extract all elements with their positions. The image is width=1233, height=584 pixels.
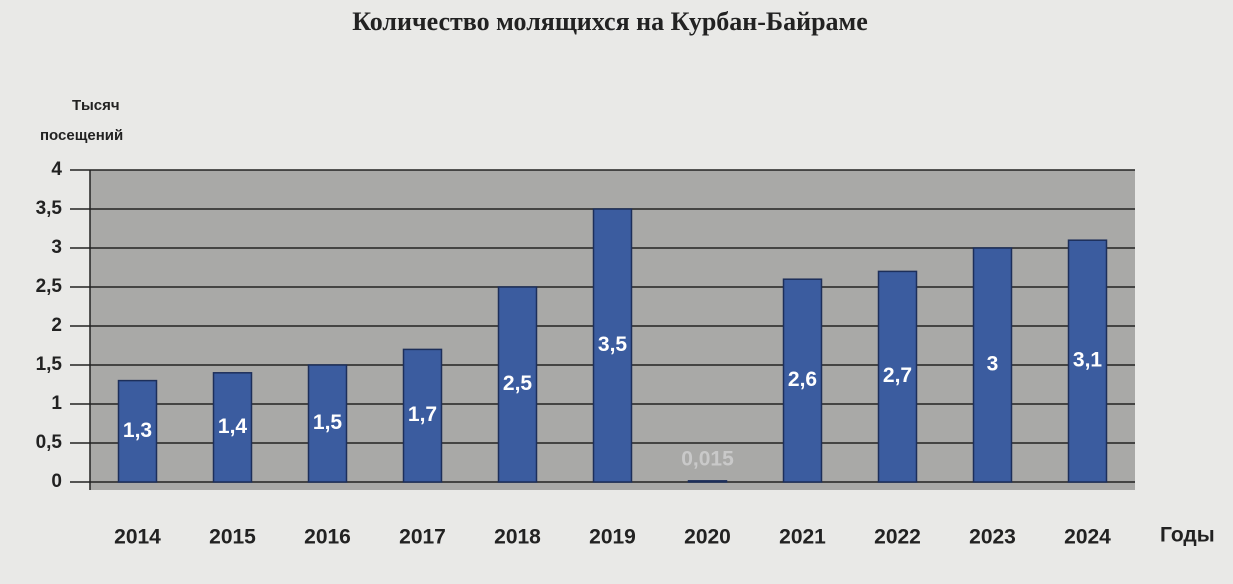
value-label: 2,6 bbox=[788, 368, 817, 391]
bar bbox=[402, 348, 443, 483]
x-tick-label: 2017 bbox=[399, 526, 446, 549]
x-tick-label: 2016 bbox=[304, 526, 351, 549]
y-axis-label: посещений bbox=[40, 127, 123, 144]
value-label: 2,5 bbox=[503, 372, 533, 395]
x-tick-label: 2022 bbox=[874, 526, 921, 549]
y-tick-label: 0,5 bbox=[36, 432, 63, 453]
bar bbox=[117, 379, 158, 483]
value-label: 3,1 bbox=[1073, 349, 1103, 372]
x-tick-label: 2019 bbox=[589, 526, 636, 549]
y-tick-label: 1,5 bbox=[36, 354, 63, 375]
value-label: 1,7 bbox=[408, 403, 437, 426]
value-label: 1,3 bbox=[123, 419, 152, 442]
bar bbox=[782, 278, 823, 483]
x-tick-label: 2021 bbox=[779, 526, 826, 549]
y-tick-label: 2,5 bbox=[36, 276, 63, 297]
x-tick-label: 2020 bbox=[684, 526, 731, 549]
x-tick-label: 2023 bbox=[969, 526, 1016, 549]
bar bbox=[497, 286, 538, 483]
bar bbox=[592, 208, 633, 483]
chart-title: Количество молящихся на Курбан-Байраме bbox=[352, 7, 868, 36]
value-label: 2,7 bbox=[883, 364, 912, 387]
y-tick-label: 4 bbox=[51, 159, 62, 180]
x-tick-label: 2018 bbox=[494, 526, 541, 549]
y-tick-label: 0 bbox=[51, 471, 62, 492]
x-tick-label: 2014 bbox=[114, 526, 161, 549]
y-tick-label: 2 bbox=[51, 315, 62, 336]
x-axis-label: Годы bbox=[1160, 524, 1215, 547]
value-label: 3 bbox=[987, 353, 999, 376]
y-tick-label: 1 bbox=[51, 393, 62, 414]
bar bbox=[972, 247, 1013, 483]
y-tick-label: 3 bbox=[51, 237, 62, 258]
bar bbox=[212, 372, 253, 483]
x-tick-label: 2015 bbox=[209, 526, 256, 549]
value-label: 0,015 bbox=[681, 448, 734, 471]
value-label: 1,5 bbox=[313, 411, 343, 434]
bar bbox=[1067, 239, 1108, 483]
bar bbox=[877, 270, 918, 483]
y-axis-label: Тысяч bbox=[72, 97, 120, 114]
value-label: 1,4 bbox=[218, 415, 248, 438]
y-tick-label: 3,5 bbox=[36, 198, 63, 219]
bar bbox=[307, 364, 348, 483]
bar bbox=[687, 480, 728, 483]
x-tick-label: 2024 bbox=[1064, 526, 1111, 549]
value-label: 3,5 bbox=[598, 333, 628, 356]
